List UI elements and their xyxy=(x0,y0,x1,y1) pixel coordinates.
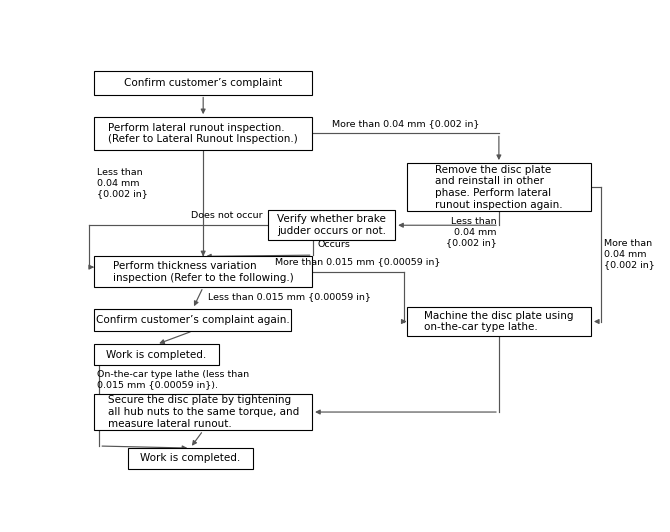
Text: Confirm customer’s complaint again.: Confirm customer’s complaint again. xyxy=(96,315,289,325)
Text: Secure the disc plate by tightening
all hub nuts to the same torque, and
measure: Secure the disc plate by tightening all … xyxy=(108,395,299,429)
FancyBboxPatch shape xyxy=(94,71,312,95)
FancyBboxPatch shape xyxy=(268,211,395,240)
Text: Less than 0.015 mm {0.00059 in}: Less than 0.015 mm {0.00059 in} xyxy=(208,292,371,301)
FancyBboxPatch shape xyxy=(128,448,253,469)
Text: More than 0.04 mm {0.002 in}: More than 0.04 mm {0.002 in} xyxy=(332,119,479,128)
Text: On-the-car type lathe (less than
0.015 mm {0.00059 in}).: On-the-car type lathe (less than 0.015 m… xyxy=(96,370,249,389)
Text: More than
0.04 mm
{0.002 in}: More than 0.04 mm {0.002 in} xyxy=(604,239,655,269)
Text: Machine the disc plate using
on-the-car type lathe.: Machine the disc plate using on-the-car … xyxy=(424,311,574,332)
Text: More than 0.015 mm {0.00059 in}: More than 0.015 mm {0.00059 in} xyxy=(275,257,441,267)
Text: Does not occur: Does not occur xyxy=(191,211,263,220)
FancyBboxPatch shape xyxy=(407,163,591,211)
Text: Less than
0.04 mm
{0.002 in}: Less than 0.04 mm {0.002 in} xyxy=(96,168,147,198)
FancyBboxPatch shape xyxy=(407,307,591,336)
Text: Work is completed.: Work is completed. xyxy=(107,350,206,360)
FancyBboxPatch shape xyxy=(94,344,218,365)
Text: Remove the disc plate
and reinstall in other
phase. Perform lateral
runout inspe: Remove the disc plate and reinstall in o… xyxy=(435,165,563,210)
FancyBboxPatch shape xyxy=(94,117,312,150)
FancyBboxPatch shape xyxy=(94,394,312,430)
Text: Less than
0.04 mm
{0.002 in}: Less than 0.04 mm {0.002 in} xyxy=(446,218,496,247)
Text: Perform thickness variation
inspection (Refer to the following.): Perform thickness variation inspection (… xyxy=(113,261,293,282)
FancyBboxPatch shape xyxy=(94,309,291,331)
Text: Occurs: Occurs xyxy=(318,239,350,248)
Text: Verify whether brake
judder occurs or not.: Verify whether brake judder occurs or no… xyxy=(277,214,386,236)
Text: Perform lateral runout inspection.
(Refer to Lateral Runout Inspection.): Perform lateral runout inspection. (Refe… xyxy=(109,123,298,144)
Text: Work is completed.: Work is completed. xyxy=(140,453,241,463)
FancyBboxPatch shape xyxy=(94,256,312,287)
Text: Confirm customer’s complaint: Confirm customer’s complaint xyxy=(124,78,282,88)
